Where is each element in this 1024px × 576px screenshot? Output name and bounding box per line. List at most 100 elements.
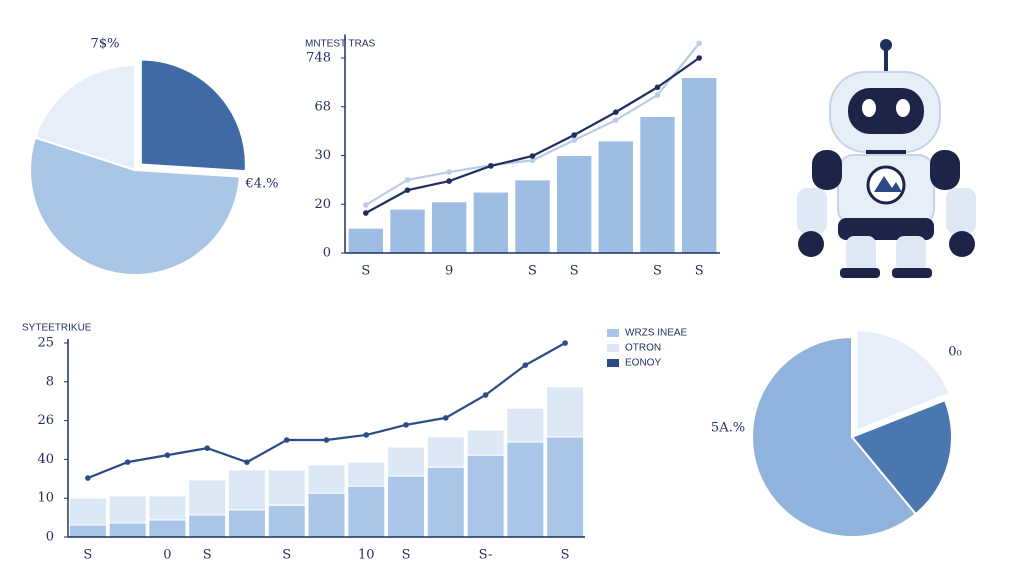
x-tick-label: S	[361, 264, 370, 279]
legend-swatch	[607, 359, 619, 367]
line-marker	[613, 117, 619, 123]
pie-slice	[33, 63, 136, 172]
pie-slice	[139, 58, 247, 173]
line-marker	[244, 459, 250, 465]
y-tick-label: 68	[314, 99, 331, 114]
y-tick-label: 0	[323, 246, 331, 261]
x-tick-label: S	[561, 548, 570, 563]
pie-slice	[855, 329, 951, 432]
line-marker	[529, 157, 536, 164]
bar	[426, 466, 465, 538]
annotation: €4.%	[244, 177, 278, 192]
legend-swatch	[607, 329, 619, 337]
bar	[188, 514, 227, 538]
bar	[466, 429, 505, 456]
bar	[506, 407, 545, 443]
bar	[387, 475, 426, 538]
x-tick-label: S	[570, 264, 579, 279]
bar	[546, 386, 585, 438]
pie-slice	[850, 398, 953, 516]
line-marker	[404, 187, 411, 193]
line-marker	[85, 475, 91, 481]
line-marker	[696, 40, 702, 47]
line-marker	[443, 415, 449, 421]
bar	[148, 519, 187, 538]
bar	[506, 441, 545, 538]
x-tick-label: 0	[163, 548, 171, 563]
x-tick-label: S	[83, 548, 92, 563]
bar	[680, 77, 718, 254]
line-marker	[164, 452, 171, 458]
bar	[426, 436, 465, 468]
bar	[347, 227, 385, 254]
bar	[546, 436, 585, 538]
legend-label: WRZS INEAE	[625, 328, 688, 339]
bar	[307, 464, 346, 494]
bar	[514, 179, 551, 254]
y-tick-label: 0	[46, 530, 54, 545]
line-marker	[323, 437, 330, 443]
chart-title: MNTEST TRAS	[305, 39, 376, 50]
legend-label: EONOY	[625, 358, 661, 369]
x-tick-label: S	[203, 548, 212, 563]
line-marker	[529, 153, 536, 159]
annotation: 7$%	[91, 37, 120, 52]
line-marker	[482, 392, 489, 398]
y-tick-label: 25	[37, 336, 54, 351]
bar	[472, 191, 510, 254]
bar	[227, 469, 266, 511]
bar	[68, 524, 107, 538]
line-marker	[204, 445, 210, 451]
legend-swatch	[607, 344, 619, 352]
y-tick-label: 20	[314, 197, 331, 212]
bar	[148, 495, 187, 521]
bar	[347, 485, 386, 538]
legend-label: OTRON	[625, 343, 661, 354]
bar	[597, 140, 635, 254]
line-marker	[283, 437, 290, 443]
line-marker	[562, 340, 568, 346]
line-marker	[654, 84, 661, 91]
bar	[389, 208, 426, 254]
bar	[108, 495, 147, 524]
bar	[387, 446, 426, 477]
line-marker	[124, 459, 131, 465]
bar	[639, 116, 676, 254]
x-tick-label: S	[282, 548, 291, 563]
y-tick-label: 10	[37, 491, 54, 506]
bar	[267, 469, 306, 506]
bar	[188, 479, 227, 516]
line-marker	[488, 163, 494, 169]
x-tick-label: 9	[445, 264, 453, 279]
line-marker	[363, 210, 369, 216]
line-marker	[696, 55, 702, 61]
y-tick-label: 40	[37, 452, 54, 467]
bar	[555, 155, 593, 254]
line-marker	[403, 422, 409, 428]
y-tick-label: 8	[46, 374, 54, 389]
line-marker	[446, 178, 452, 184]
x-tick-label: S	[528, 264, 537, 279]
bar	[108, 522, 147, 538]
bar	[267, 504, 306, 538]
line-marker	[654, 92, 661, 98]
x-tick-label: S-	[479, 548, 493, 563]
bar	[430, 201, 468, 254]
pie-slice	[751, 335, 918, 538]
x-tick-label: S	[653, 264, 662, 279]
bar	[307, 492, 346, 538]
line-marker	[522, 362, 529, 368]
line-marker	[363, 202, 369, 208]
line-marker	[571, 137, 577, 143]
line-marker	[446, 169, 452, 175]
annotation: 5A.%	[711, 421, 745, 436]
line-marker	[363, 432, 370, 438]
line-marker	[404, 177, 411, 183]
line-marker	[613, 109, 619, 115]
line-marker	[571, 132, 577, 138]
pie-slice	[29, 136, 241, 276]
x-tick-label: S	[695, 264, 704, 279]
x-tick-label: 10	[358, 548, 375, 563]
x-tick-label: S	[402, 548, 411, 563]
